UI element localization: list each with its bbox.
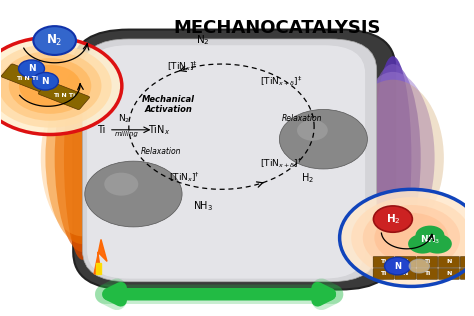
Text: H$_2$: H$_2$: [301, 172, 314, 185]
Text: N: N: [403, 259, 408, 264]
Text: [TiN$_x$]$^{\dagger}$: [TiN$_x$]$^{\dagger}$: [169, 170, 200, 184]
Circle shape: [363, 205, 460, 271]
Circle shape: [0, 44, 112, 128]
Text: Ti: Ti: [381, 259, 387, 264]
Text: Relaxation: Relaxation: [282, 114, 322, 123]
FancyBboxPatch shape: [82, 39, 377, 282]
Text: Ti: Ti: [424, 259, 430, 264]
Circle shape: [339, 189, 474, 286]
Circle shape: [408, 234, 437, 254]
FancyBboxPatch shape: [73, 30, 395, 289]
Text: Ti: Ti: [97, 125, 105, 135]
Text: Ti N Ti: Ti N Ti: [53, 93, 75, 98]
Ellipse shape: [55, 64, 110, 252]
Circle shape: [0, 37, 122, 135]
FancyBboxPatch shape: [87, 45, 365, 279]
Ellipse shape: [46, 72, 119, 244]
Text: N: N: [394, 262, 401, 270]
Text: milling: milling: [115, 131, 138, 137]
Circle shape: [384, 257, 410, 275]
Text: N: N: [27, 64, 36, 73]
Text: N: N: [446, 271, 452, 276]
FancyBboxPatch shape: [395, 257, 416, 268]
Polygon shape: [96, 263, 101, 274]
FancyBboxPatch shape: [438, 268, 459, 279]
FancyBboxPatch shape: [1, 64, 53, 92]
Text: N: N: [446, 259, 452, 264]
Text: N: N: [403, 271, 408, 276]
Text: N$_2$: N$_2$: [46, 33, 63, 48]
Circle shape: [104, 173, 138, 196]
Text: N: N: [42, 77, 49, 86]
Circle shape: [297, 120, 328, 141]
FancyBboxPatch shape: [38, 81, 90, 110]
Text: NH$_3$: NH$_3$: [420, 233, 440, 246]
Circle shape: [351, 197, 472, 279]
Text: Ti: Ti: [468, 271, 474, 276]
Circle shape: [32, 72, 58, 90]
Text: Ti N Ti: Ti N Ti: [16, 76, 38, 81]
FancyBboxPatch shape: [373, 257, 394, 268]
Circle shape: [416, 226, 445, 245]
FancyBboxPatch shape: [373, 268, 394, 279]
Ellipse shape: [351, 72, 435, 244]
Circle shape: [19, 65, 81, 107]
FancyBboxPatch shape: [438, 257, 459, 268]
Text: Ti: Ti: [381, 271, 387, 276]
Ellipse shape: [342, 80, 444, 236]
Circle shape: [374, 206, 412, 232]
Ellipse shape: [374, 56, 411, 260]
Circle shape: [374, 213, 448, 263]
Ellipse shape: [64, 56, 101, 260]
Circle shape: [18, 60, 45, 77]
FancyBboxPatch shape: [395, 268, 416, 279]
Ellipse shape: [41, 80, 124, 236]
Text: TiN$_x$: TiN$_x$: [148, 123, 170, 137]
Circle shape: [409, 259, 429, 273]
Circle shape: [9, 58, 91, 114]
Text: [TiN$_{x+\delta}$]$^{\dagger}$: [TiN$_{x+\delta}$]$^{\dagger}$: [260, 156, 303, 170]
Text: MECHANOCATALYSIS: MECHANOCATALYSIS: [173, 19, 381, 37]
Text: N$_2$: N$_2$: [196, 33, 210, 47]
Text: Mechanical
Activation: Mechanical Activation: [142, 95, 195, 114]
Text: NH$_3$: NH$_3$: [193, 200, 213, 213]
Circle shape: [279, 109, 367, 169]
Ellipse shape: [365, 64, 421, 252]
Text: [TiN$_x$]$^{\ddagger}$: [TiN$_x$]$^{\ddagger}$: [166, 59, 198, 73]
FancyBboxPatch shape: [417, 257, 438, 268]
Polygon shape: [94, 240, 107, 274]
Text: Relaxation: Relaxation: [141, 147, 182, 156]
Text: H$_2$: H$_2$: [385, 212, 400, 226]
FancyBboxPatch shape: [460, 268, 474, 279]
Circle shape: [85, 161, 182, 227]
Text: Ti: Ti: [424, 271, 430, 276]
Circle shape: [0, 51, 101, 121]
Text: Ti: Ti: [468, 259, 474, 264]
FancyBboxPatch shape: [460, 257, 474, 268]
Text: N$_2$: N$_2$: [118, 112, 130, 125]
Circle shape: [33, 26, 76, 55]
FancyBboxPatch shape: [417, 268, 438, 279]
Text: [TiN$_{x+\delta}$]$^{\ddagger}$: [TiN$_{x+\delta}$]$^{\ddagger}$: [260, 74, 303, 88]
Circle shape: [423, 234, 452, 254]
